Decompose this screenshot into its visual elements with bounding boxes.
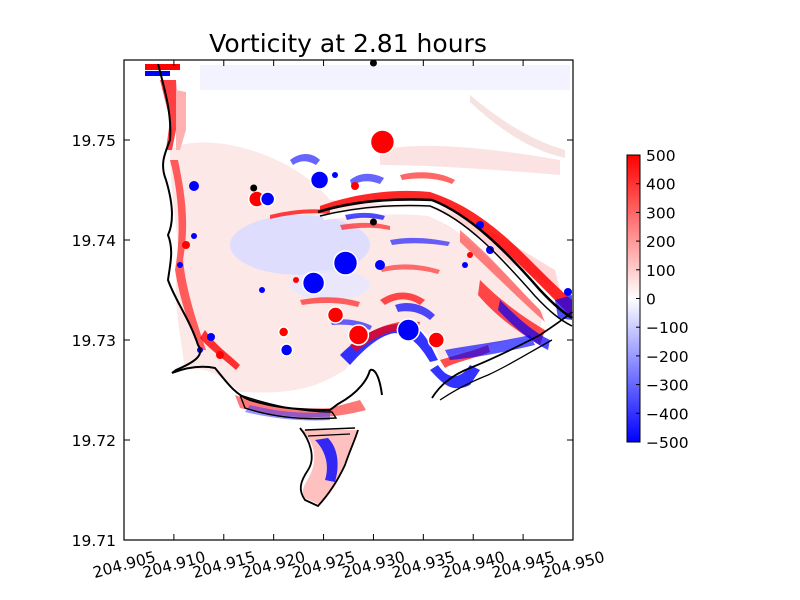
colorbar-tick-label: −400 [646,405,689,423]
colorbar-tick-label: 300 [646,204,676,222]
colorbar-ticks: 500 400 300 200 100 0 −100 −200 −300 −400 −500 [636,147,689,452]
y-tick-label: 19.75 [72,132,116,150]
shoreline [157,63,573,508]
axes-frame [123,59,574,541]
colorbar-tick-label: −100 [646,319,689,337]
chart-title: Vorticity at 2.81 hours [209,29,487,58]
plot-area [124,60,573,540]
eddy [277,326,290,338]
gauge-marker [369,218,377,226]
eddy [279,343,294,357]
eddy [332,250,359,276]
colorbar-tick-label: 400 [646,176,676,194]
y-tick-label: 19.71 [72,532,116,550]
colorbar: 500 400 300 200 100 0 −100 −200 −300 −400 −500 [626,147,689,452]
y-axis: 19.71 19.72 19.73 19.74 19.75 [72,132,573,550]
eddy [326,306,345,324]
eddy [309,170,330,190]
colorbar-tick-label: 200 [646,233,676,251]
eddy [427,331,446,349]
colorbar-tick-label: 0 [646,291,656,309]
eddy [396,318,421,342]
eddy [259,191,276,207]
colorbar-tick-label: −500 [646,434,689,452]
y-tick-label: 19.74 [72,232,116,250]
colorbar-tick-label: 100 [646,262,676,280]
eddy [369,129,396,155]
y-tick-label: 19.73 [72,332,116,350]
colorbar-tick-label: −300 [646,377,689,395]
y-tick-label: 19.72 [72,432,116,450]
colorbar-tick-label: 500 [646,147,676,165]
eddy-layer [247,129,446,357]
eddy [347,324,370,346]
eddy [301,271,326,295]
colorbar-tick-label: −200 [646,348,689,366]
marker-layer [250,60,377,226]
gauge-marker [250,184,258,192]
